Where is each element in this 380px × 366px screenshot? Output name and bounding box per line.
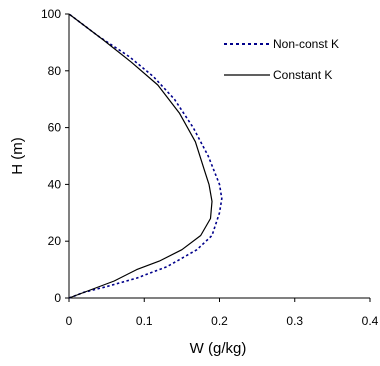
- axes: [68, 14, 370, 299]
- legend-label: Constant K: [273, 68, 332, 82]
- legend: Non-const K Constant K: [224, 37, 339, 82]
- x-tick-label: 0.3: [286, 314, 303, 328]
- y-ticks: 0 20 40 60 80 100: [41, 7, 69, 305]
- y-tick-label: 0: [54, 291, 61, 305]
- x-axis-title: W (g/kg): [190, 340, 247, 357]
- y-tick-label: 40: [48, 177, 62, 191]
- y-tick-label: 100: [41, 7, 61, 21]
- y-tick-label: 60: [48, 121, 62, 135]
- series-line-constant-k: [68, 13, 213, 299]
- x-tick-label: 0.4: [362, 314, 379, 328]
- x-tick-label: 0: [66, 314, 73, 328]
- y-axis-title: H (m): [9, 137, 26, 175]
- x-ticks: 0 0.1 0.2 0.3 0.4: [66, 298, 379, 328]
- x-tick-label: 0.1: [136, 314, 153, 328]
- x-tick-label: 0.2: [211, 314, 228, 328]
- y-tick-label: 20: [48, 234, 62, 248]
- series-layer: [68, 13, 223, 299]
- legend-label: Non-const K: [273, 37, 339, 51]
- y-tick-label: 80: [48, 64, 62, 78]
- series-line-non-const-k: [68, 13, 223, 299]
